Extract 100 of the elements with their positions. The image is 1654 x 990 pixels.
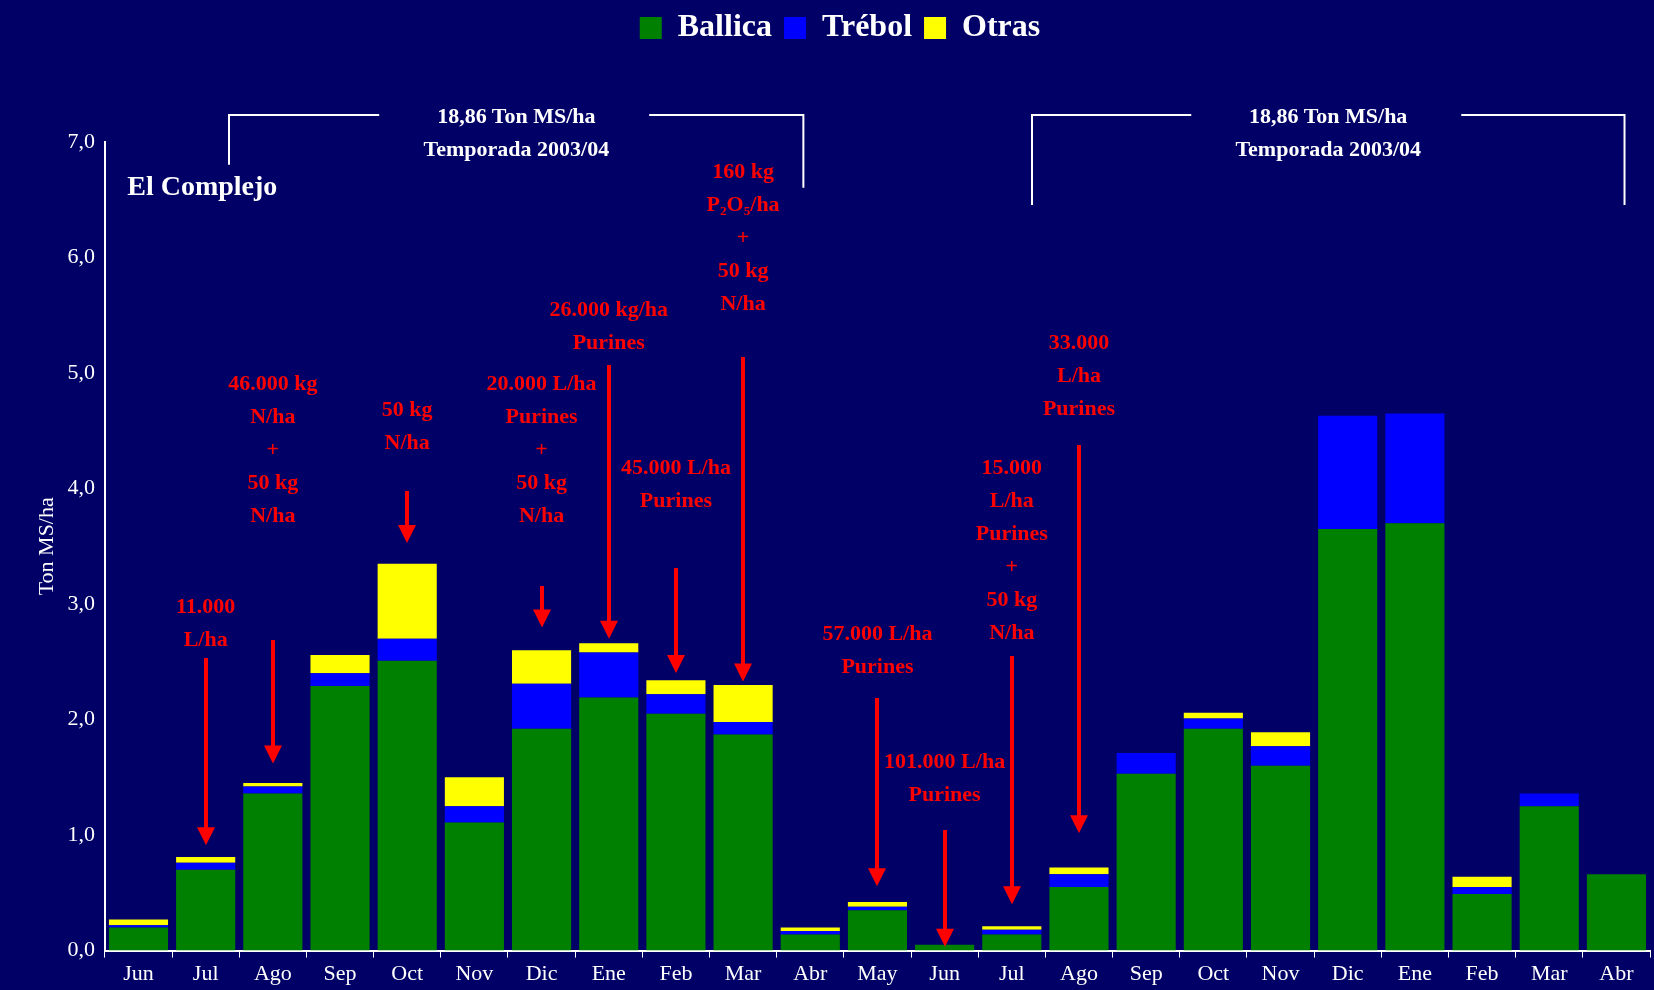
bar [444, 822, 504, 951]
x-tick-label: Feb [1465, 959, 1499, 985]
legend-label: Trébol [821, 7, 913, 44]
annotation: 20.000 L/ha Purines + 50 kg N/ha [486, 368, 597, 529]
x-tick-label: Jun [929, 959, 960, 985]
x-tick-label: Ago [253, 959, 292, 985]
bar [579, 697, 639, 951]
bar [982, 926, 1042, 930]
legend-label: Otras [962, 7, 1041, 44]
x-tick-label: Oct [391, 959, 424, 985]
bar [310, 686, 370, 951]
bar [646, 713, 706, 951]
bar [1586, 874, 1646, 951]
bar [713, 721, 773, 735]
annotation: 33.000 L/ha Purines [1042, 328, 1116, 423]
y-tick-label: 0,0 [67, 936, 95, 962]
y-tick-label: 3,0 [67, 589, 95, 615]
bar [780, 927, 840, 931]
x-tick-label: Abr [1599, 959, 1635, 985]
annotation: 101.000 L/ha Purines [884, 746, 1006, 808]
bar [1318, 528, 1378, 951]
x-tick-label: Sep [323, 959, 357, 985]
bar [1116, 753, 1176, 774]
bar [1049, 874, 1109, 888]
bar [847, 910, 908, 951]
bar [1385, 523, 1445, 951]
legend-label: Ballica [677, 7, 772, 44]
annotation: 18,86 Ton MS/ha Temporada 2003/04 [1235, 101, 1421, 163]
bar [108, 919, 169, 926]
annotation: 57.000 L/ha Purines [822, 619, 933, 681]
annotation: 46.000 kg N/ha + 50 kg N/ha [228, 368, 318, 529]
annotation: 15.000 L/ha Purines + 50 kg N/ha [975, 453, 1048, 647]
y-tick-label: 2,0 [67, 705, 95, 731]
x-tick-label: Jun [123, 959, 154, 985]
bar [579, 643, 639, 653]
bar [444, 777, 504, 807]
x-tick-label: Nov [455, 959, 494, 985]
bar [176, 869, 236, 951]
x-tick-label: Mar [1530, 959, 1569, 985]
y-tick-label: 1,0 [67, 820, 95, 846]
bar [1318, 415, 1378, 529]
bar [243, 793, 303, 951]
bar [1250, 732, 1311, 747]
y-tick-label: 6,0 [67, 243, 95, 269]
bar [847, 902, 908, 907]
bar [646, 694, 706, 714]
bar [512, 728, 572, 951]
bar [780, 934, 840, 951]
bar [377, 660, 437, 951]
bar [1116, 773, 1176, 951]
bar [713, 684, 773, 722]
bar [1183, 728, 1243, 951]
annotation: El Complejo [127, 169, 278, 203]
x-tick-label: Jul [998, 959, 1025, 985]
bar [243, 783, 303, 787]
bar [1452, 887, 1512, 894]
bar [579, 652, 639, 698]
x-tick-label: Oct [1197, 959, 1230, 985]
x-tick-label: Dic [525, 959, 558, 985]
bar [310, 673, 370, 687]
bar [1250, 746, 1311, 766]
x-tick-label: Ene [591, 959, 626, 985]
x-tick-label: Abr [793, 959, 829, 985]
y-tick-label: 7,0 [67, 127, 95, 153]
x-tick-label: Ene [1397, 959, 1432, 985]
annotation: 50 kg N/ha [381, 395, 433, 457]
bar [1452, 894, 1512, 951]
bar [1183, 718, 1243, 729]
bar [646, 680, 706, 695]
x-tick-label: Mar [724, 959, 763, 985]
bar [713, 734, 773, 951]
bar [377, 638, 437, 661]
bar [1049, 887, 1109, 951]
y-tick-label: 5,0 [67, 358, 95, 384]
bar [310, 654, 370, 674]
annotation: 45.000 L/ha Purines [620, 453, 731, 515]
y-tick-label: 4,0 [67, 474, 95, 500]
x-tick-label: Jul [192, 959, 219, 985]
x-tick-label: Feb [659, 959, 693, 985]
x-tick-label: Sep [1129, 959, 1163, 985]
bar [1049, 867, 1109, 875]
x-tick-label: Nov [1261, 959, 1300, 985]
bar [982, 934, 1042, 951]
bar [377, 563, 437, 639]
bar [512, 683, 572, 729]
bar [444, 806, 504, 823]
bar [176, 862, 236, 870]
annotation: 18,86 Ton MS/ha Temporada 2003/04 [423, 101, 610, 163]
bar [1250, 765, 1311, 951]
bar [1519, 793, 1579, 807]
annotation: 11.000 L/ha [176, 591, 236, 653]
bar [1452, 876, 1512, 888]
x-tick-label: May [857, 959, 898, 985]
bar [243, 786, 303, 794]
x-tick-label: Dic [1331, 959, 1364, 985]
bar [1385, 413, 1445, 524]
x-tick-label: Ago [1060, 959, 1098, 985]
bar [512, 650, 572, 684]
annotation: 160 kg P₂O₅/ha + 50 kg N/ha [706, 157, 780, 318]
bar [108, 927, 169, 951]
